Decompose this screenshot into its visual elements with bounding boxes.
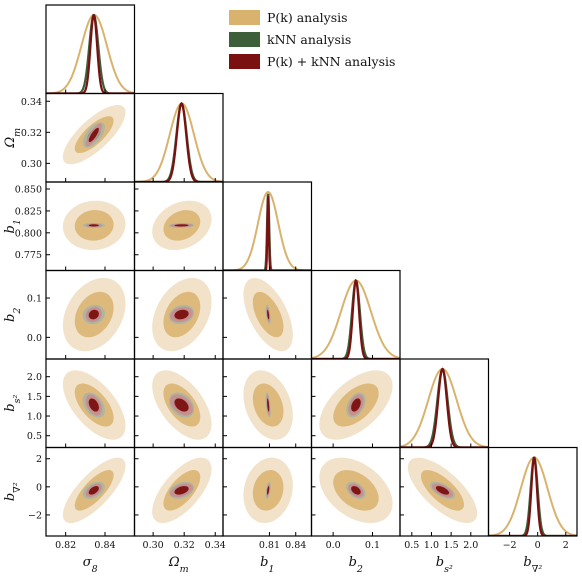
x-axis-label-bs2: bs² [436, 555, 453, 575]
contour-68-2-5-0 [88, 486, 99, 495]
panel-bnabla2-vs-bs2 [407, 457, 478, 524]
panel-bnabla2-vs-sigma8 [62, 457, 126, 524]
panel-b2-vs-sigma8 [62, 277, 126, 352]
marginal-curve-2-sigma8 [46, 13, 135, 94]
legend-swatch-1 [229, 32, 260, 47]
x-tick-label: 0.30 [143, 540, 164, 551]
contour-68-2-3-1 [174, 309, 189, 320]
legend-label-1: kNN analysis [267, 32, 351, 47]
marginal-bs2 [400, 367, 489, 448]
contour-68-2-3-2 [267, 309, 270, 320]
panel-omega_m-vs-sigma8 [62, 104, 126, 165]
x-axis-label-b2: b2 [349, 555, 363, 575]
marginal-curve-2-omega_m [134, 101, 223, 182]
y-tick-label: 2.0 [27, 372, 42, 383]
panel-b1-vs-sigma8 [62, 200, 126, 251]
contour-68-2-4-1 [174, 398, 189, 412]
x-tick-label: 2 [563, 540, 569, 551]
x-tick-label: 1.0 [424, 540, 439, 551]
panel-bnabla2-vs-b2 [319, 457, 393, 524]
contour-68-2-1-0 [88, 127, 99, 143]
x-tick-label: 0.1 [365, 540, 380, 551]
x-tick-label: 0.34 [205, 540, 226, 551]
marginal-curve-2-bs2 [400, 367, 489, 448]
legend: P(k) analysis kNN analysis P(k) + kNN anal… [229, 10, 395, 69]
y-tick-label: 0.32 [21, 128, 42, 139]
legend-label-0: P(k) analysis [267, 10, 348, 25]
x-tick-label: 0.0 [326, 540, 341, 551]
marginal-curve-2-b2 [311, 278, 400, 359]
panel-bnabla2-vs-b1 [243, 457, 293, 524]
panel-bs2-vs-sigma8 [62, 370, 126, 440]
marginal-curve-1-b2 [311, 279, 400, 359]
x-axis-label-sigma8: σ8 [83, 555, 98, 575]
x-tick-label: 2.0 [463, 540, 478, 551]
marginal-b2 [311, 278, 400, 359]
x-tick-label: 0 [535, 540, 541, 551]
panel-b1-vs-omega_m [152, 200, 212, 251]
marginal-curve-2-bnabla2 [488, 456, 577, 536]
marginal-curve-0-b2 [311, 279, 400, 359]
x-axis-label-b1: b1 [260, 555, 274, 575]
marginal-b1 [223, 191, 312, 271]
panel-bs2-vs-b2 [319, 370, 393, 440]
y-tick-label: 0 [36, 482, 42, 493]
marginal-curve-0-omega_m [134, 102, 223, 182]
y-axis-label-bnabla2: b∇² [3, 482, 23, 501]
panel-b2-vs-b1 [243, 277, 293, 352]
x-tick-label: 0.32 [174, 540, 195, 551]
marginal-curve-0-sigma8 [46, 13, 135, 94]
x-axis-label-bnabla2: b∇² [523, 555, 542, 575]
y-tick-label: 1.5 [27, 392, 42, 403]
contour-68-2-4-0 [88, 398, 99, 412]
y-tick-label: 0.1 [27, 294, 42, 305]
y-tick-label: 0.0 [27, 333, 42, 344]
contour-68-2-3-0 [88, 309, 99, 320]
x-tick-label: 0.82 [55, 540, 76, 551]
contour-68-2-5-4 [435, 486, 450, 495]
panel-b2-vs-omega_m [152, 277, 212, 352]
x-axis-label-omega_m: Ωm [168, 555, 189, 575]
x-tick-label: 0.5 [404, 540, 419, 551]
y-tick-label: 0.800 [15, 228, 42, 239]
y-tick-label: −2 [28, 510, 42, 521]
y-tick-label: 0.850 [15, 185, 42, 196]
contour-68-2-5-1 [174, 486, 189, 495]
y-axis-label-omega_m: Ωm [3, 128, 23, 149]
panel-bs2-vs-b1 [243, 370, 293, 440]
marginal-curve-2-b1 [223, 195, 312, 271]
marginal-sigma8 [46, 13, 135, 94]
x-tick-label: −2 [503, 540, 517, 551]
y-tick-label: 2 [36, 454, 42, 465]
contour-68-2-2-0 [88, 224, 99, 227]
y-axis-label-bs2: bs² [3, 395, 23, 412]
y-tick-label: 1.0 [27, 412, 42, 423]
y-tick-label: 0.5 [27, 431, 42, 442]
y-tick-label: 0.30 [21, 159, 42, 170]
y-axis-label-b1: b1 [3, 219, 23, 233]
y-axis-label-b2: b2 [3, 308, 23, 322]
x-tick-label: 0.84 [94, 540, 115, 551]
legend-swatch-0 [229, 10, 260, 25]
y-tick-label: 0.34 [21, 97, 42, 108]
contour-68-2-4-3 [351, 398, 361, 412]
contour-68-2-5-2 [267, 486, 270, 495]
y-tick-label: 0.825 [15, 206, 42, 217]
panel-bs2-vs-omega_m [152, 370, 212, 440]
panel-bnabla2-vs-omega_m [152, 457, 212, 524]
contour-68-2-4-2 [267, 398, 270, 412]
legend-label-2: P(k) + kNN analysis [267, 54, 395, 69]
x-tick-label: 0.84 [285, 540, 306, 551]
x-tick-label: 0.81 [259, 540, 280, 551]
contour-68-2-2-1 [174, 224, 189, 227]
panel-frame-5-5 [487, 446, 578, 537]
x-tick-label: 1.5 [444, 540, 459, 551]
legend-swatch-2 [229, 54, 260, 69]
y-tick-label: 0.775 [15, 250, 42, 261]
contour-68-2-5-3 [351, 486, 361, 495]
marginal-bnabla2 [488, 456, 577, 536]
marginal-omega_m [134, 101, 223, 182]
